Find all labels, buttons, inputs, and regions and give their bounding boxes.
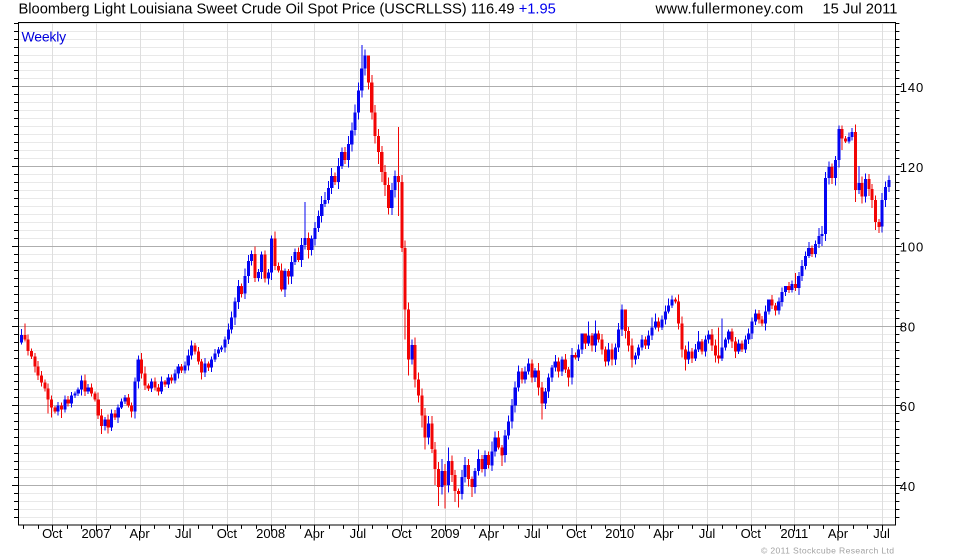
svg-text:Jul: Jul <box>175 526 192 541</box>
svg-text:2011: 2011 <box>780 526 808 541</box>
svg-text:Bloomberg Light Louisiana Swee: Bloomberg Light Louisiana Sweet Crude Oi… <box>19 2 556 18</box>
svg-text:Weekly: Weekly <box>22 29 67 45</box>
svg-text:Apr: Apr <box>304 526 325 541</box>
svg-text:Jul: Jul <box>350 526 367 541</box>
svg-text:140: 140 <box>900 80 924 95</box>
svg-text:Apr: Apr <box>828 526 849 541</box>
svg-text:100: 100 <box>900 240 924 255</box>
svg-text:15 Jul 2011: 15 Jul 2011 <box>823 2 898 18</box>
svg-text:Apr: Apr <box>653 526 674 541</box>
svg-text:Jul: Jul <box>699 526 716 541</box>
svg-text:Oct: Oct <box>566 526 587 541</box>
svg-text:2007: 2007 <box>81 526 110 541</box>
svg-text:Apr: Apr <box>129 526 150 541</box>
svg-text:Jul: Jul <box>873 526 890 541</box>
svg-text:2009: 2009 <box>431 526 460 541</box>
svg-text:2010: 2010 <box>605 526 634 541</box>
svg-text:60: 60 <box>900 399 916 414</box>
svg-text:Oct: Oct <box>391 526 412 541</box>
svg-text:Jul: Jul <box>524 526 541 541</box>
svg-text:© 2011 Stockcube Research Ltd: © 2011 Stockcube Research Ltd <box>761 546 894 556</box>
svg-text:120: 120 <box>900 160 924 175</box>
svg-text:www.fullermoney.com: www.fullermoney.com <box>655 2 804 18</box>
svg-text:40: 40 <box>900 479 916 494</box>
svg-text:Oct: Oct <box>217 526 238 541</box>
svg-text:2008: 2008 <box>256 526 285 541</box>
svg-text:Oct: Oct <box>42 526 63 541</box>
svg-text:Apr: Apr <box>479 526 500 541</box>
svg-text:80: 80 <box>900 319 916 334</box>
svg-text:Oct: Oct <box>741 526 762 541</box>
